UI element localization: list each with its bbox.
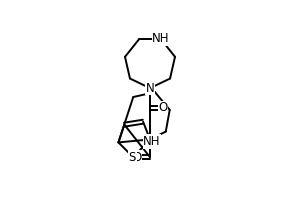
Text: NH: NH bbox=[143, 135, 161, 148]
Text: O: O bbox=[158, 101, 167, 114]
Text: N: N bbox=[146, 82, 154, 95]
Text: O: O bbox=[133, 151, 142, 164]
Text: S: S bbox=[129, 151, 136, 164]
Text: NH: NH bbox=[152, 32, 170, 45]
